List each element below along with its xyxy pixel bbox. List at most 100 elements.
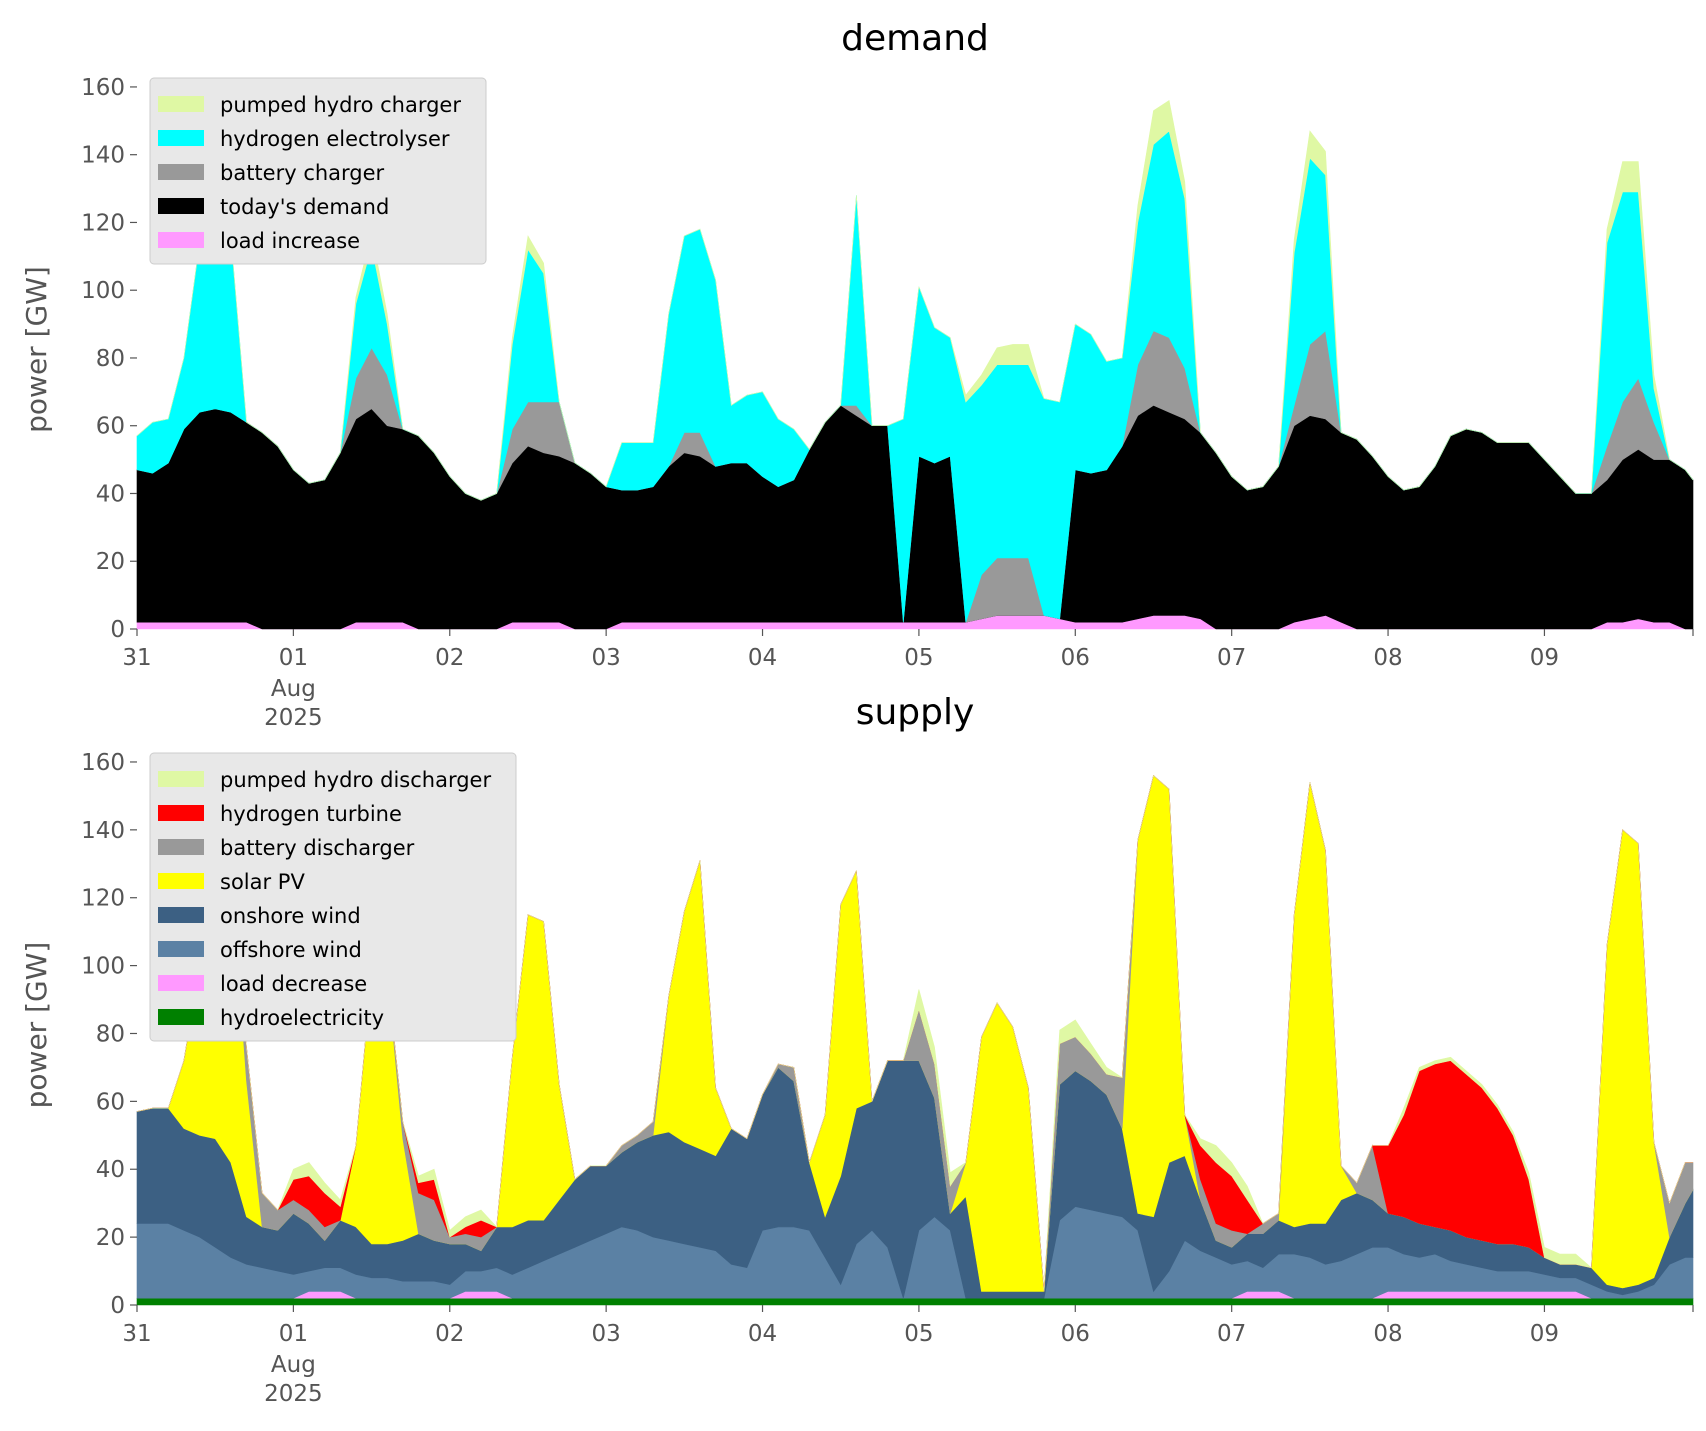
x-tick-label: 09	[1530, 645, 1559, 671]
legend-box	[149, 77, 487, 265]
legend-item-load-decrease: load decrease	[158, 972, 367, 996]
legend: pumped hydro charger hydrogen electrolyse…	[149, 77, 487, 265]
legend-swatch	[158, 1009, 204, 1025]
legend: pumped hydro discharger hydrogen turbine b…	[149, 752, 517, 1042]
x-axis: 31 01 02 03 04 05 06 07 08 09 Aug 2025	[122, 1305, 1694, 1407]
area-pumped-hydro-charger	[136, 100, 1694, 501]
legend-item-load-increase: load increase	[158, 229, 360, 253]
x-tick-label: 07	[1217, 1321, 1246, 1347]
x-tick-label: 02	[435, 645, 464, 671]
legend-item-hydrogen-electrolyser: hydrogen electrolyser	[158, 127, 450, 151]
legend-item-hydrogen-turbine: hydrogen turbine	[158, 802, 402, 826]
x-tick-label: 01	[279, 1321, 308, 1347]
y-tick-label: 80	[96, 1021, 125, 1047]
y-tick-label: 20	[96, 549, 125, 575]
legend-swatch	[158, 130, 204, 146]
x-tick-year: 2025	[264, 1381, 323, 1407]
area-pumped-hydro-discharger	[136, 774, 1693, 1292]
legend-label: solar PV	[220, 870, 305, 894]
x-tick-label: 08	[1373, 645, 1402, 671]
x-tick-label: 05	[904, 645, 933, 671]
y-axis: 0 20 40 60 80 100 120 140 160	[81, 75, 137, 643]
x-tick-label: 04	[748, 1321, 777, 1347]
y-tick-label: 0	[110, 1293, 125, 1319]
legend-item-today-s-demand: today's demand	[158, 195, 389, 219]
legend-label: load decrease	[220, 972, 367, 996]
y-axis-label: power [GW]	[20, 266, 53, 433]
y-tick-label: 40	[96, 481, 125, 507]
y-tick-label: 20	[96, 1225, 125, 1251]
x-tick-label: 03	[592, 1321, 621, 1347]
y-tick-label: 140	[81, 818, 125, 844]
legend-item-solar-pv: solar PV	[158, 870, 305, 894]
legend-swatch	[158, 941, 204, 957]
y-tick-label: 100	[81, 278, 125, 304]
y-tick-label: 120	[81, 210, 125, 236]
y-tick-label: 140	[81, 143, 125, 169]
legend-item-pumped-hydro-charger: pumped hydro charger	[158, 93, 461, 117]
legend-label: load increase	[220, 229, 360, 253]
x-tick-label: 05	[904, 1321, 933, 1347]
y-tick-label: 100	[81, 954, 125, 980]
legend-label: battery charger	[220, 161, 385, 185]
chart-title: supply	[856, 692, 975, 733]
x-tick-label: 04	[748, 645, 777, 671]
legend-item-battery-discharger: battery discharger	[158, 836, 415, 860]
legend-label: today's demand	[220, 195, 389, 219]
legend-swatch	[158, 907, 204, 923]
x-tick-label: 31	[122, 1321, 151, 1347]
y-tick-label: 80	[96, 346, 125, 372]
x-tick-month: Aug	[271, 676, 316, 702]
x-tick-label: 31	[122, 645, 151, 671]
legend-label: battery discharger	[220, 836, 415, 860]
legend-swatch	[158, 96, 204, 112]
y-tick-label: 40	[96, 1157, 125, 1183]
legend-swatch	[158, 232, 204, 248]
legend-label: offshore wind	[220, 938, 362, 962]
y-tick-label: 160	[81, 750, 125, 776]
legend-item-hydroelectricity: hydroelectricity	[158, 1006, 384, 1030]
legend-item-offshore-wind: offshore wind	[158, 938, 362, 962]
legend-label: onshore wind	[220, 904, 361, 928]
legend-swatch	[158, 873, 204, 889]
x-tick-label: 03	[592, 645, 621, 671]
x-tick-label: 02	[435, 1321, 464, 1347]
legend-swatch	[158, 164, 204, 180]
x-tick-label: 06	[1061, 1321, 1090, 1347]
x-tick-label: 07	[1217, 645, 1246, 671]
y-tick-label: 0	[110, 617, 125, 643]
x-tick-label: 08	[1373, 1321, 1402, 1347]
legend-swatch	[158, 975, 204, 991]
legend-box	[149, 752, 517, 1042]
x-tick-month: Aug	[271, 1352, 316, 1378]
chart-title: demand	[841, 18, 989, 59]
legend-item-battery-charger: battery charger	[158, 161, 385, 185]
y-tick-label: 60	[96, 1089, 125, 1115]
legend-label: hydrogen electrolyser	[220, 127, 450, 151]
legend-swatch	[158, 839, 204, 855]
legend-swatch	[158, 198, 204, 214]
legend-item-onshore-wind: onshore wind	[158, 904, 361, 928]
area-series-group	[136, 100, 1694, 630]
x-axis: 31 01 02 03 04 05 06 07 08 09 Aug 2025	[122, 629, 1694, 731]
x-tick-label: 06	[1061, 645, 1090, 671]
y-axis: 0 20 40 60 80 100 120 140 160	[81, 750, 137, 1319]
legend-item-pumped-hydro-discharger: pumped hydro discharger	[158, 768, 491, 792]
area-series-group	[136, 774, 1694, 1306]
y-tick-label: 160	[81, 75, 125, 101]
y-tick-label: 60	[96, 414, 125, 440]
legend-label: hydroelectricity	[220, 1006, 384, 1030]
legend-swatch	[158, 805, 204, 821]
legend-swatch	[158, 771, 204, 787]
legend-label: hydrogen turbine	[220, 802, 402, 826]
y-tick-label: 120	[81, 886, 125, 912]
x-tick-label: 09	[1530, 1321, 1559, 1347]
y-axis-label: power [GW]	[20, 942, 53, 1109]
legend-label: pumped hydro charger	[220, 93, 461, 117]
area-hydroelectricity	[136, 1297, 1694, 1306]
legend-label: pumped hydro discharger	[220, 768, 491, 792]
x-tick-label: 01	[279, 645, 308, 671]
